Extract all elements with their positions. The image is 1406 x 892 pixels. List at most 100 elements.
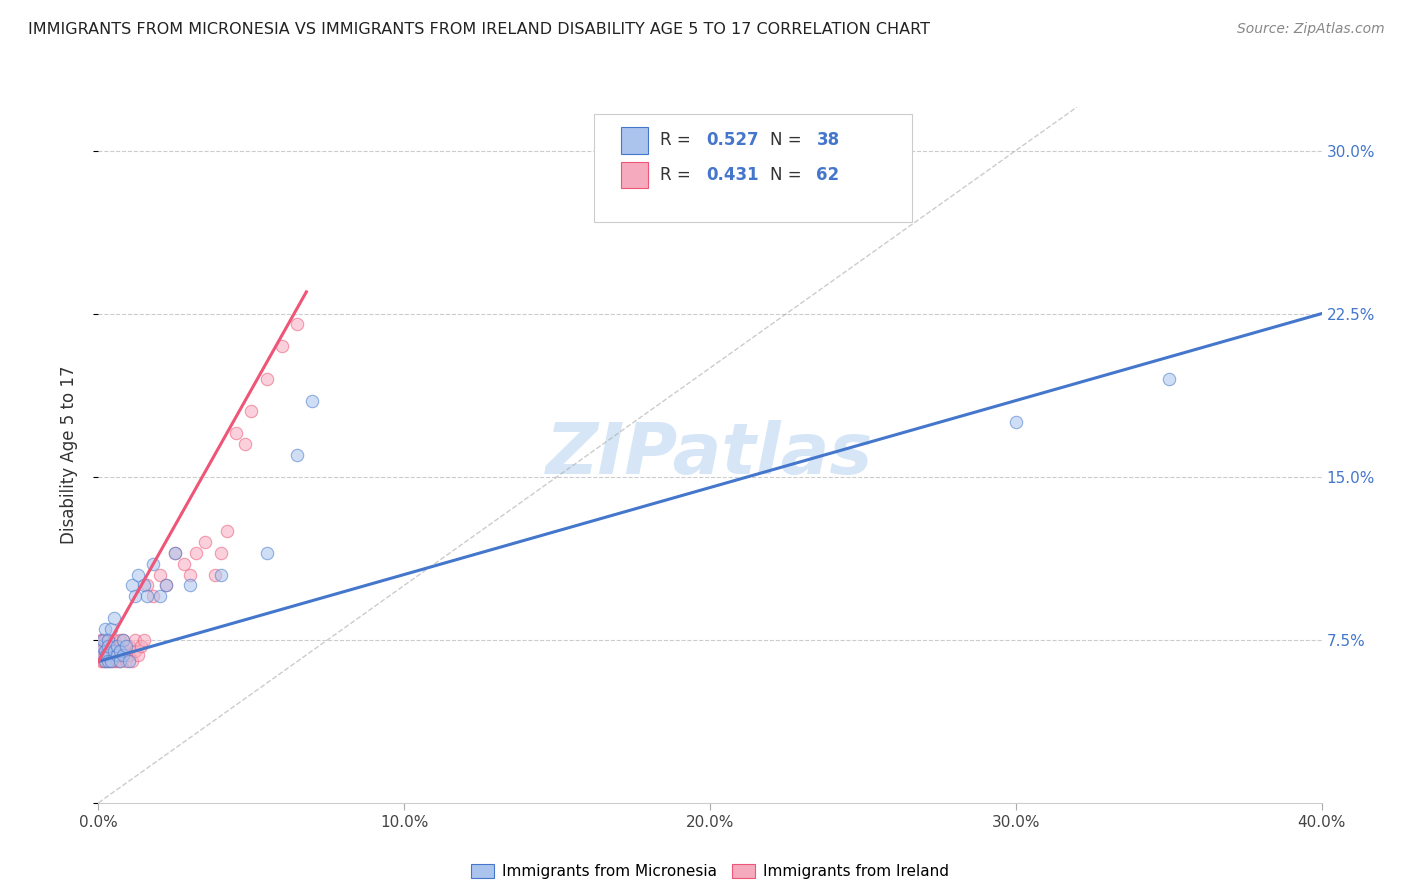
Y-axis label: Disability Age 5 to 17: Disability Age 5 to 17 — [59, 366, 77, 544]
Point — [115, 639, 138, 653]
Point — [1004, 415, 1026, 429]
Point — [115, 655, 138, 669]
Point — [108, 655, 131, 669]
Point — [100, 648, 122, 662]
Point — [100, 639, 122, 653]
Point — [94, 643, 117, 657]
Point — [90, 643, 112, 657]
Point — [204, 567, 226, 582]
Point — [285, 318, 308, 332]
Text: R =: R = — [659, 166, 696, 185]
FancyBboxPatch shape — [620, 162, 648, 188]
Point — [173, 557, 195, 571]
Point — [111, 632, 134, 647]
Point — [105, 655, 128, 669]
Point — [93, 643, 115, 657]
Point — [111, 643, 134, 657]
Point — [103, 655, 125, 669]
Point — [118, 648, 141, 662]
Point — [124, 589, 146, 603]
Point — [90, 639, 112, 653]
Point — [129, 639, 152, 653]
Point — [91, 655, 114, 669]
Point — [240, 404, 263, 418]
Text: 38: 38 — [817, 131, 839, 150]
Point — [127, 648, 149, 662]
Point — [121, 578, 143, 592]
Point — [142, 557, 165, 571]
Point — [118, 639, 141, 653]
Point — [225, 426, 247, 441]
Point — [111, 648, 134, 662]
Point — [100, 655, 122, 669]
Point — [103, 611, 125, 625]
Point — [97, 655, 120, 669]
Point — [124, 632, 146, 647]
Point — [134, 632, 156, 647]
Point — [90, 648, 112, 662]
Point — [142, 589, 165, 603]
Point — [103, 643, 125, 657]
Point — [93, 632, 115, 647]
Point — [108, 655, 131, 669]
Text: N =: N = — [770, 131, 807, 150]
Point — [186, 546, 208, 560]
Point — [115, 643, 138, 657]
Point — [301, 393, 323, 408]
Point — [127, 567, 149, 582]
Point — [94, 648, 117, 662]
Point — [91, 648, 114, 662]
Point — [155, 578, 177, 592]
Text: 0.431: 0.431 — [706, 166, 759, 185]
Point — [215, 524, 238, 538]
Text: ZIPatlas: ZIPatlas — [547, 420, 873, 490]
Point — [93, 655, 115, 669]
Point — [105, 639, 128, 653]
Point — [121, 655, 143, 669]
Point — [111, 648, 134, 662]
Point — [93, 648, 115, 662]
Point — [93, 643, 115, 657]
Point — [97, 643, 120, 657]
Point — [118, 655, 141, 669]
Point — [90, 632, 112, 647]
Point — [179, 578, 201, 592]
Point — [124, 643, 146, 657]
Point — [105, 648, 128, 662]
Point — [91, 632, 114, 647]
Point — [209, 567, 232, 582]
Point — [136, 589, 159, 603]
Point — [91, 632, 114, 647]
Point — [103, 632, 125, 647]
Point — [100, 655, 122, 669]
Point — [90, 639, 112, 653]
Point — [155, 578, 177, 592]
Text: Source: ZipAtlas.com: Source: ZipAtlas.com — [1237, 22, 1385, 37]
Point — [105, 639, 128, 653]
Point — [149, 589, 172, 603]
Text: IMMIGRANTS FROM MICRONESIA VS IMMIGRANTS FROM IRELAND DISABILITY AGE 5 TO 17 COR: IMMIGRANTS FROM MICRONESIA VS IMMIGRANTS… — [28, 22, 931, 37]
Point — [97, 632, 120, 647]
Point — [105, 648, 128, 662]
Point — [108, 632, 131, 647]
Point — [194, 535, 217, 549]
Text: R =: R = — [659, 131, 696, 150]
Point — [163, 546, 186, 560]
FancyBboxPatch shape — [620, 128, 648, 153]
Legend: Immigrants from Micronesia, Immigrants from Ireland: Immigrants from Micronesia, Immigrants f… — [465, 858, 955, 886]
Point — [103, 648, 125, 662]
Point — [233, 437, 256, 451]
Point — [108, 643, 131, 657]
Point — [163, 546, 186, 560]
Point — [93, 622, 115, 636]
Point — [108, 643, 131, 657]
Point — [136, 578, 159, 592]
Point — [111, 632, 134, 647]
Point — [285, 448, 308, 462]
Point — [270, 339, 292, 353]
Point — [97, 655, 120, 669]
Point — [97, 632, 120, 647]
Point — [91, 639, 114, 653]
Point — [93, 655, 115, 669]
Point — [90, 655, 112, 669]
